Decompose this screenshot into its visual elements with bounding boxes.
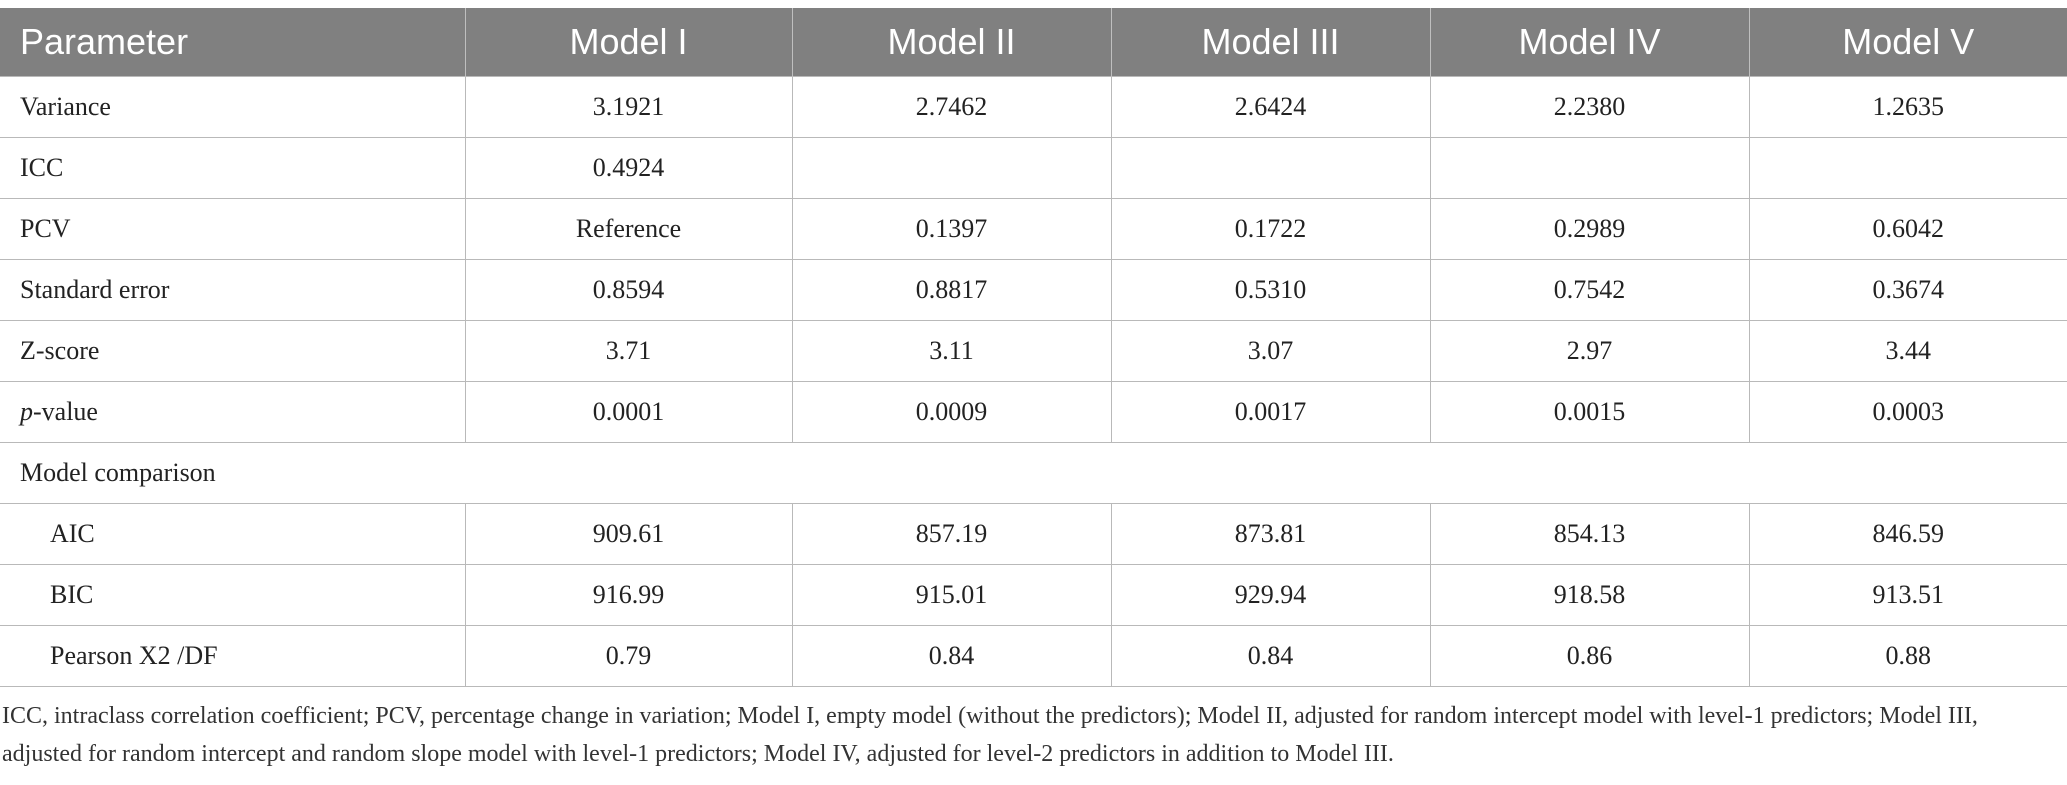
table-row: Standard error 0.8594 0.8817 0.5310 0.75… [0,259,2067,321]
table-header-row: Parameter Model I Model II Model III Mod… [0,8,2067,77]
header-parameter: Parameter [0,8,466,77]
table-cell: 854.13 [1430,503,1750,565]
row-label: BIC [0,564,466,626]
table-cell: 0.6042 [1749,198,2067,260]
table-cell: 0.8594 [465,259,793,321]
table-cell: 2.7462 [792,76,1112,138]
table-cell: 0.0017 [1111,381,1431,443]
table-cell: 0.79 [465,625,793,687]
header-model-iii: Model III [1111,8,1431,77]
table-cell: 0.84 [792,625,1112,687]
table-cell: 916.99 [465,564,793,626]
table-cell: 2.6424 [1111,76,1431,138]
table-cell: 0.0009 [792,381,1112,443]
table-cell: 0.2989 [1430,198,1750,260]
table-cell: 3.07 [1111,320,1431,382]
table-cell: 913.51 [1749,564,2067,626]
table-cell [1430,137,1750,199]
row-label-rest: -value [33,397,98,426]
table-cell: 0.5310 [1111,259,1431,321]
row-label: Variance [0,76,466,138]
table-row: p-value 0.0001 0.0009 0.0017 0.0015 0.00… [0,381,2067,443]
header-model-i: Model I [465,8,793,77]
row-label: AIC [0,503,466,565]
table-cell: 873.81 [1111,503,1431,565]
table-cell: 2.2380 [1430,76,1750,138]
table-cell: 0.0015 [1430,381,1750,443]
table-cell: 846.59 [1749,503,2067,565]
table-cell: 3.1921 [465,76,793,138]
table-cell: Reference [465,198,793,260]
table-cell [1111,137,1431,199]
section-label: Model comparison [0,442,2067,504]
row-label-italic-part: p [20,397,33,426]
table-row: PCV Reference 0.1397 0.1722 0.2989 0.604… [0,198,2067,260]
table-row: Variance 3.1921 2.7462 2.6424 2.2380 1.2… [0,76,2067,138]
table-row: Z-score 3.71 3.11 3.07 2.97 3.44 [0,320,2067,382]
table-cell: 0.86 [1430,625,1750,687]
table-cell [1749,137,2067,199]
table-cell: 909.61 [465,503,793,565]
row-label: p-value [0,381,466,443]
header-model-ii: Model II [792,8,1112,77]
table-cell: 0.88 [1749,625,2067,687]
table-cell: 0.8817 [792,259,1112,321]
row-label: ICC [0,137,466,199]
header-model-v: Model V [1749,8,2067,77]
model-parameters-table: Parameter Model I Model II Model III Mod… [0,8,2067,687]
table-row: ICC 0.4924 [0,137,2067,199]
table-cell: 3.11 [792,320,1112,382]
table-cell: 3.44 [1749,320,2067,382]
row-label: Standard error [0,259,466,321]
table-cell: 0.0003 [1749,381,2067,443]
table-cell: 0.4924 [465,137,793,199]
table-cell: 2.97 [1430,320,1750,382]
table-cell: 0.0001 [465,381,793,443]
table-cell: 0.1722 [1111,198,1431,260]
header-model-iv: Model IV [1430,8,1750,77]
row-label: PCV [0,198,466,260]
table-cell: 3.71 [465,320,793,382]
row-label: Z-score [0,320,466,382]
section-row: Model comparison [0,442,2067,504]
table-row: AIC 909.61 857.19 873.81 854.13 846.59 [0,503,2067,565]
row-label: Pearson X2 /DF [0,625,466,687]
table-cell [792,137,1112,199]
table-cell: 918.58 [1430,564,1750,626]
table-cell: 915.01 [792,564,1112,626]
table-cell: 0.7542 [1430,259,1750,321]
table-row: Pearson X2 /DF 0.79 0.84 0.84 0.86 0.88 [0,625,2067,687]
table-footnote: ICC, intraclass correlation coefficient;… [2,703,1978,767]
table-row: BIC 916.99 915.01 929.94 918.58 913.51 [0,564,2067,626]
table-cell: 857.19 [792,503,1112,565]
table-cell: 929.94 [1111,564,1431,626]
table-cell: 0.1397 [792,198,1112,260]
table-cell: 1.2635 [1749,76,2067,138]
table-cell: 0.84 [1111,625,1431,687]
table-cell: 0.3674 [1749,259,2067,321]
